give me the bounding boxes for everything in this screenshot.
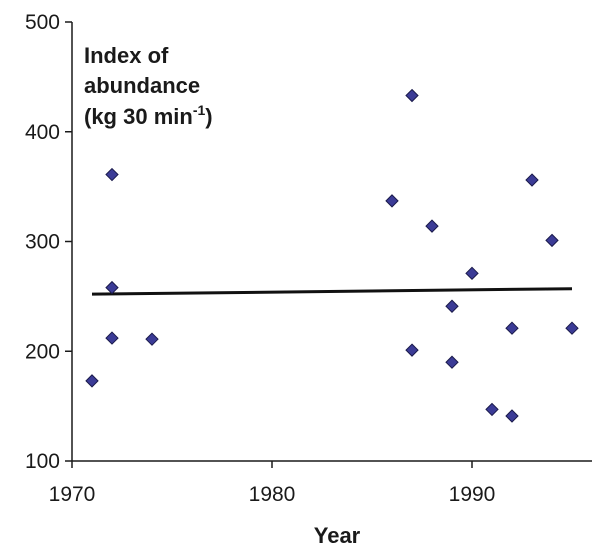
x-ticks: 1970 1980 1990 <box>49 461 496 506</box>
data-point <box>105 280 119 295</box>
trend-line <box>91 287 573 296</box>
data-point <box>105 167 119 182</box>
data-point <box>385 194 399 208</box>
data-point <box>565 321 579 335</box>
chart-title-unit: (kg 30 min <box>84 104 193 129</box>
x-tick-label: 1980 <box>249 483 296 506</box>
x-axis-title: Year <box>314 523 361 548</box>
data-point <box>85 374 99 388</box>
x-tick-label: 1970 <box>49 483 96 506</box>
y-tick-label: 300 <box>25 231 60 254</box>
data-point <box>405 88 419 103</box>
y-ticks: 100 200 300 400 500 <box>25 11 72 473</box>
y-tick-label: 200 <box>25 340 60 363</box>
data-point <box>405 343 419 357</box>
data-point <box>445 355 459 369</box>
data-point <box>505 409 519 423</box>
chart-title-line-3: (kg 30 min-1) <box>84 102 213 129</box>
data-point <box>505 321 519 335</box>
data-point <box>445 299 459 313</box>
data-point <box>525 173 539 187</box>
x-tick-label: 1990 <box>449 483 496 506</box>
chart-title-line-2: abundance <box>84 73 200 98</box>
data-point <box>545 233 559 248</box>
data-point <box>105 331 119 345</box>
data-point <box>485 402 499 417</box>
data-point <box>425 219 439 233</box>
chart-title-suffix: ) <box>205 104 212 129</box>
chart-title-line-1: Index of <box>84 43 169 68</box>
data-point <box>145 332 159 346</box>
data-points <box>85 88 579 423</box>
chart-title-superscript: -1 <box>193 102 206 118</box>
data-point <box>465 266 479 281</box>
y-tick-label: 100 <box>25 450 60 473</box>
y-tick-label: 400 <box>25 121 60 144</box>
y-tick-label: 500 <box>25 11 60 34</box>
